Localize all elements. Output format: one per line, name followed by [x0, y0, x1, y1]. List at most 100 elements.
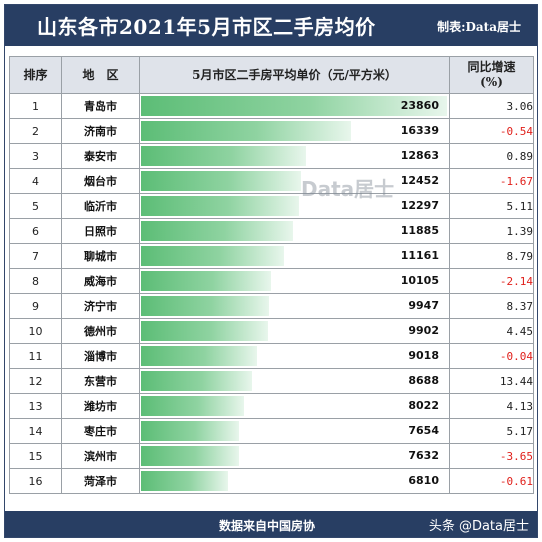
price-bar [141, 271, 271, 291]
price-bar [141, 346, 257, 366]
rank-cell: 4 [9, 168, 62, 194]
city-cell: 德州市 [61, 318, 140, 344]
price-bar [141, 421, 239, 441]
price-bar [141, 446, 239, 466]
city-cell: 枣庄市 [61, 418, 140, 444]
price-value: 11161 [400, 249, 439, 262]
title-bar: 山东各市2021年5月市区二手房均价 制表:Data居士 [5, 5, 537, 46]
rank-cell: 2 [9, 118, 62, 144]
price-cell: 9018 [139, 343, 450, 369]
price-bar [141, 246, 284, 266]
price-cell: 16339 [139, 118, 450, 144]
price-cell: 8688 [139, 368, 450, 394]
price-bar [141, 296, 269, 316]
table-row: 8 威海市 10105 -2.14 [9, 268, 534, 294]
price-value: 9902 [408, 324, 439, 337]
column-header-rank: 排序 [9, 56, 62, 94]
price-cell: 12297 [139, 193, 450, 219]
price-bar [141, 121, 351, 141]
price-value: 11885 [400, 224, 439, 237]
price-bar [141, 321, 268, 341]
price-value: 8022 [408, 399, 439, 412]
price-bar [141, 221, 293, 241]
price-bar [141, 146, 306, 166]
column-header-growth: 同比增速 (%) [449, 56, 534, 94]
growth-cell: -0.54 [449, 118, 534, 144]
table-row: 11 淄博市 9018 -0.04 [9, 343, 534, 369]
price-cell: 10105 [139, 268, 450, 294]
growth-cell: 4.13 [449, 393, 534, 419]
price-bar [141, 171, 301, 191]
city-cell: 威海市 [61, 268, 140, 294]
table-row: 5 临沂市 12297 5.11 [9, 193, 534, 219]
table-row: 3 泰安市 12863 0.89 [9, 143, 534, 169]
chart-frame: 山东各市2021年5月市区二手房均价 制表:Data居士 排序 地 区 5月市区… [4, 4, 538, 538]
price-value: 8688 [408, 374, 439, 387]
growth-cell: 4.45 [449, 318, 534, 344]
table-row: 6 日照市 11885 1.39 [9, 218, 534, 244]
column-header-price: 5月市区二手房平均单价（元/平方米） [139, 56, 450, 94]
price-value: 12452 [400, 174, 439, 187]
table-row: 10 德州市 9902 4.45 [9, 318, 534, 344]
city-cell: 滨州市 [61, 443, 140, 469]
growth-cell: 13.44 [449, 368, 534, 394]
price-cell: 11885 [139, 218, 450, 244]
table-row: 16 菏泽市 6810 -0.61 [9, 468, 534, 494]
price-cell: 9947 [139, 293, 450, 319]
price-cell: 6810 [139, 468, 450, 494]
price-value: 7632 [408, 449, 439, 462]
price-bar [141, 371, 252, 391]
table-row: 14 枣庄市 7654 5.17 [9, 418, 534, 444]
price-cell: 7654 [139, 418, 450, 444]
rank-cell: 13 [9, 393, 62, 419]
column-header-city: 地 区 [61, 56, 140, 94]
city-cell: 青岛市 [61, 93, 140, 119]
price-value: 7654 [408, 424, 439, 437]
rank-cell: 1 [9, 93, 62, 119]
price-cell: 12452 [139, 168, 450, 194]
city-cell: 泰安市 [61, 143, 140, 169]
city-cell: 菏泽市 [61, 468, 140, 494]
price-bar [141, 396, 244, 416]
rank-cell: 15 [9, 443, 62, 469]
price-cell: 12863 [139, 143, 450, 169]
rank-cell: 8 [9, 268, 62, 294]
growth-cell: -0.04 [449, 343, 534, 369]
price-value: 16339 [400, 124, 439, 137]
table-row: 1 青岛市 23860 3.06 [9, 93, 534, 119]
price-value: 10105 [400, 274, 439, 287]
price-value: 23860 [400, 99, 439, 112]
rank-cell: 10 [9, 318, 62, 344]
author-credit: 制表:Data居士 [437, 20, 521, 34]
city-cell: 济宁市 [61, 293, 140, 319]
column-header-growth-line2: (%) [480, 75, 503, 89]
table-row: 2 济南市 16339 -0.54 [9, 118, 534, 144]
table-body: 1 青岛市 23860 3.06 2 济南市 16339 -0.54 3 泰安市 12863 0.89… [9, 93, 534, 494]
city-cell: 烟台市 [61, 168, 140, 194]
city-cell: 东营市 [61, 368, 140, 394]
table-row: 13 潍坊市 8022 4.13 [9, 393, 534, 419]
city-cell: 潍坊市 [61, 393, 140, 419]
price-value: 9018 [408, 349, 439, 362]
page-title: 山东各市2021年5月市区二手房均价 [37, 15, 376, 39]
table-header-row: 排序 地 区 5月市区二手房平均单价（元/平方米） 同比增速 (%) [9, 56, 534, 94]
price-cell: 11161 [139, 243, 450, 269]
column-header-growth-line1: 同比增速 [467, 60, 516, 74]
price-table: 排序 地 区 5月市区二手房平均单价（元/平方米） 同比增速 (%) 1 青岛市 2… [9, 56, 534, 494]
city-cell: 济南市 [61, 118, 140, 144]
price-cell: 23860 [139, 93, 450, 119]
price-cell: 7632 [139, 443, 450, 469]
growth-cell: -1.67 [449, 168, 534, 194]
growth-cell: 5.17 [449, 418, 534, 444]
rank-cell: 16 [9, 468, 62, 494]
table-row: 15 滨州市 7632 -3.65 [9, 443, 534, 469]
growth-cell: 8.37 [449, 293, 534, 319]
rank-cell: 12 [9, 368, 62, 394]
price-bar [141, 471, 228, 491]
growth-cell: 1.39 [449, 218, 534, 244]
price-cell: 8022 [139, 393, 450, 419]
price-value: 12297 [400, 199, 439, 212]
price-cell: 9902 [139, 318, 450, 344]
brand-handle: 头条 @Data居士 [428, 519, 529, 534]
growth-cell: -0.61 [449, 468, 534, 494]
